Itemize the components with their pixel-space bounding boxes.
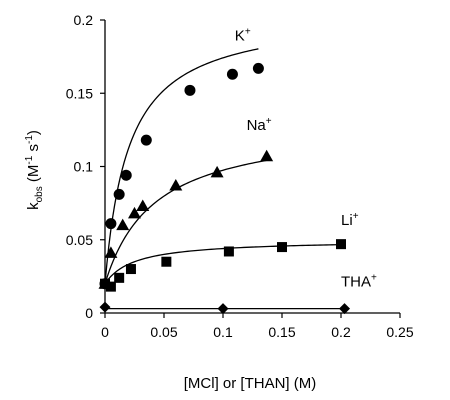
series-label: Na+ xyxy=(247,116,272,134)
data-point-square xyxy=(114,272,125,283)
data-point-triangle xyxy=(210,165,224,178)
axes: 0 0.05 0.1 0.15 0.2 0 0.05 0.1 0.15 0.2 0.25 xyxy=(66,12,414,340)
y-axis-title-exp1: -1 xyxy=(24,155,35,164)
y-tick-label: 0.05 xyxy=(66,232,93,248)
x-tick-label: 0.25 xyxy=(386,324,413,340)
y-tick-label: 0.1 xyxy=(74,159,94,175)
fit-line xyxy=(104,243,342,285)
data-point-circle xyxy=(113,188,125,200)
y-tick-label: 0.2 xyxy=(74,12,94,28)
x-axis-title: [MCl] or [THAN] (M) xyxy=(184,375,317,392)
data-point-square xyxy=(223,246,234,257)
y-axis-title-units-post: ) xyxy=(25,130,42,135)
x-tick-label: 0.05 xyxy=(150,324,177,340)
series-label: K+ xyxy=(235,27,251,45)
data-point-square xyxy=(161,256,172,267)
data-point-square xyxy=(336,239,346,250)
y-tick-label: 0 xyxy=(85,305,93,321)
y-tick-label: 0.15 xyxy=(66,85,93,101)
data-point-triangle xyxy=(260,149,274,162)
data-point-triangle xyxy=(128,206,141,219)
markers xyxy=(98,62,351,315)
x-tick-label: 0 xyxy=(101,324,109,340)
x-tick-label: 0.2 xyxy=(331,324,351,340)
data-point-circle xyxy=(252,62,264,74)
data-point-circle xyxy=(120,169,132,181)
y-axis-title-exp2: -1 xyxy=(24,135,35,144)
x-tick-label: 0.15 xyxy=(268,324,295,340)
y-axis-title-units-pre: (M xyxy=(25,165,42,187)
data-point-diamond xyxy=(339,303,351,315)
data-point-circle xyxy=(140,134,152,146)
data-point-circle xyxy=(105,218,117,230)
fit-line xyxy=(104,48,259,284)
data-point-triangle xyxy=(136,199,150,212)
data-point-triangle xyxy=(116,218,130,231)
fit-lines xyxy=(104,48,345,310)
y-axis-title-units-mid: s xyxy=(25,144,42,156)
series-label: Li+ xyxy=(341,211,359,229)
data-point-triangle xyxy=(169,179,183,191)
y-axis-title-sub: obs xyxy=(34,186,45,202)
series-labels: K+ Na+ Li+ THA+ xyxy=(235,27,377,291)
data-point-square xyxy=(277,242,287,253)
data-point-diamond xyxy=(217,303,229,315)
y-axis-title: kobs (M-1 s-1) xyxy=(24,130,45,210)
x-tick-label: 0.1 xyxy=(213,324,233,340)
data-point-circle xyxy=(184,84,196,96)
fit-line xyxy=(104,159,267,284)
y-axis-title-main: k xyxy=(25,202,42,210)
data-point-triangle xyxy=(104,246,118,258)
data-point-square xyxy=(105,281,116,292)
data-point-square xyxy=(125,264,136,275)
series-label: THA+ xyxy=(341,273,377,291)
data-point-circle xyxy=(226,68,238,80)
